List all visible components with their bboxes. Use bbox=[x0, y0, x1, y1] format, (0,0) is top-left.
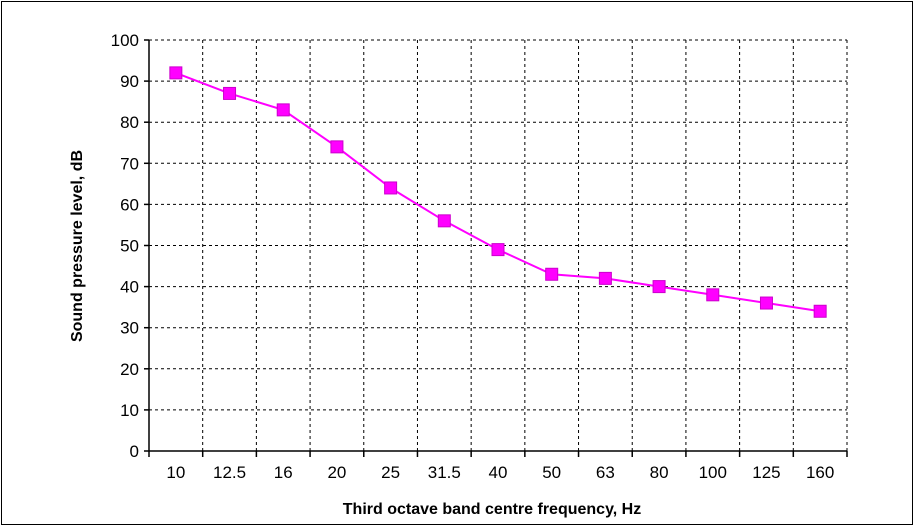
y-tick-label: 0 bbox=[130, 442, 139, 461]
grid bbox=[149, 39, 848, 451]
data-point-10hz bbox=[169, 66, 183, 80]
x-tick-label: 160 bbox=[806, 463, 834, 482]
y-tick-label: 70 bbox=[120, 154, 139, 173]
data-point-31-5hz bbox=[437, 214, 451, 228]
data-points bbox=[169, 66, 827, 318]
data-point-63hz bbox=[598, 271, 612, 285]
data-point-40hz bbox=[491, 243, 505, 257]
x-tick-label: 80 bbox=[650, 463, 669, 482]
x-tick-label: 25 bbox=[381, 463, 400, 482]
data-point-50hz bbox=[545, 267, 559, 281]
y-tick-label: 50 bbox=[120, 237, 139, 256]
x-tick-label: 63 bbox=[596, 463, 615, 482]
data-point-125hz bbox=[759, 296, 773, 310]
x-tick-label: 125 bbox=[752, 463, 780, 482]
y-tick-label: 60 bbox=[120, 195, 139, 214]
data-point-160hz bbox=[813, 304, 827, 318]
y-tick-label: 90 bbox=[120, 72, 139, 91]
x-tick-label: 20 bbox=[327, 463, 346, 482]
y-tick-label: 80 bbox=[120, 113, 139, 132]
y-tick-label: 10 bbox=[120, 401, 139, 420]
x-tick-label: 16 bbox=[274, 463, 293, 482]
x-tick-label: 40 bbox=[489, 463, 508, 482]
data-point-12-5hz bbox=[223, 86, 237, 100]
x-tick-label: 100 bbox=[699, 463, 727, 482]
y-tick-label: 40 bbox=[120, 278, 139, 297]
data-point-16hz bbox=[276, 103, 290, 117]
y-tick-labels: 0 10 20 30 40 50 60 70 80 90 100 bbox=[111, 31, 149, 461]
x-tick-labels: 10 12.5 16 20 25 31.5 40 50 63 80 100 125 160 bbox=[148, 451, 848, 482]
data-point-20hz bbox=[330, 140, 344, 154]
x-axis-title: Third octave band centre frequency, Hz bbox=[343, 501, 641, 518]
x-tick-label: 10 bbox=[166, 463, 185, 482]
y-axis-title: Sound pressure level, dB bbox=[69, 150, 86, 342]
y-tick-label: 30 bbox=[120, 319, 139, 338]
data-point-100hz bbox=[706, 288, 720, 302]
x-tick-label: 31.5 bbox=[428, 463, 461, 482]
y-tick-label: 100 bbox=[111, 31, 139, 50]
x-tick-label: 50 bbox=[542, 463, 561, 482]
y-tick-label: 20 bbox=[120, 360, 139, 379]
series-line bbox=[175, 71, 821, 313]
x-tick-label: 12.5 bbox=[213, 463, 246, 482]
data-point-25hz bbox=[384, 181, 398, 195]
data-point-80hz bbox=[652, 280, 666, 294]
